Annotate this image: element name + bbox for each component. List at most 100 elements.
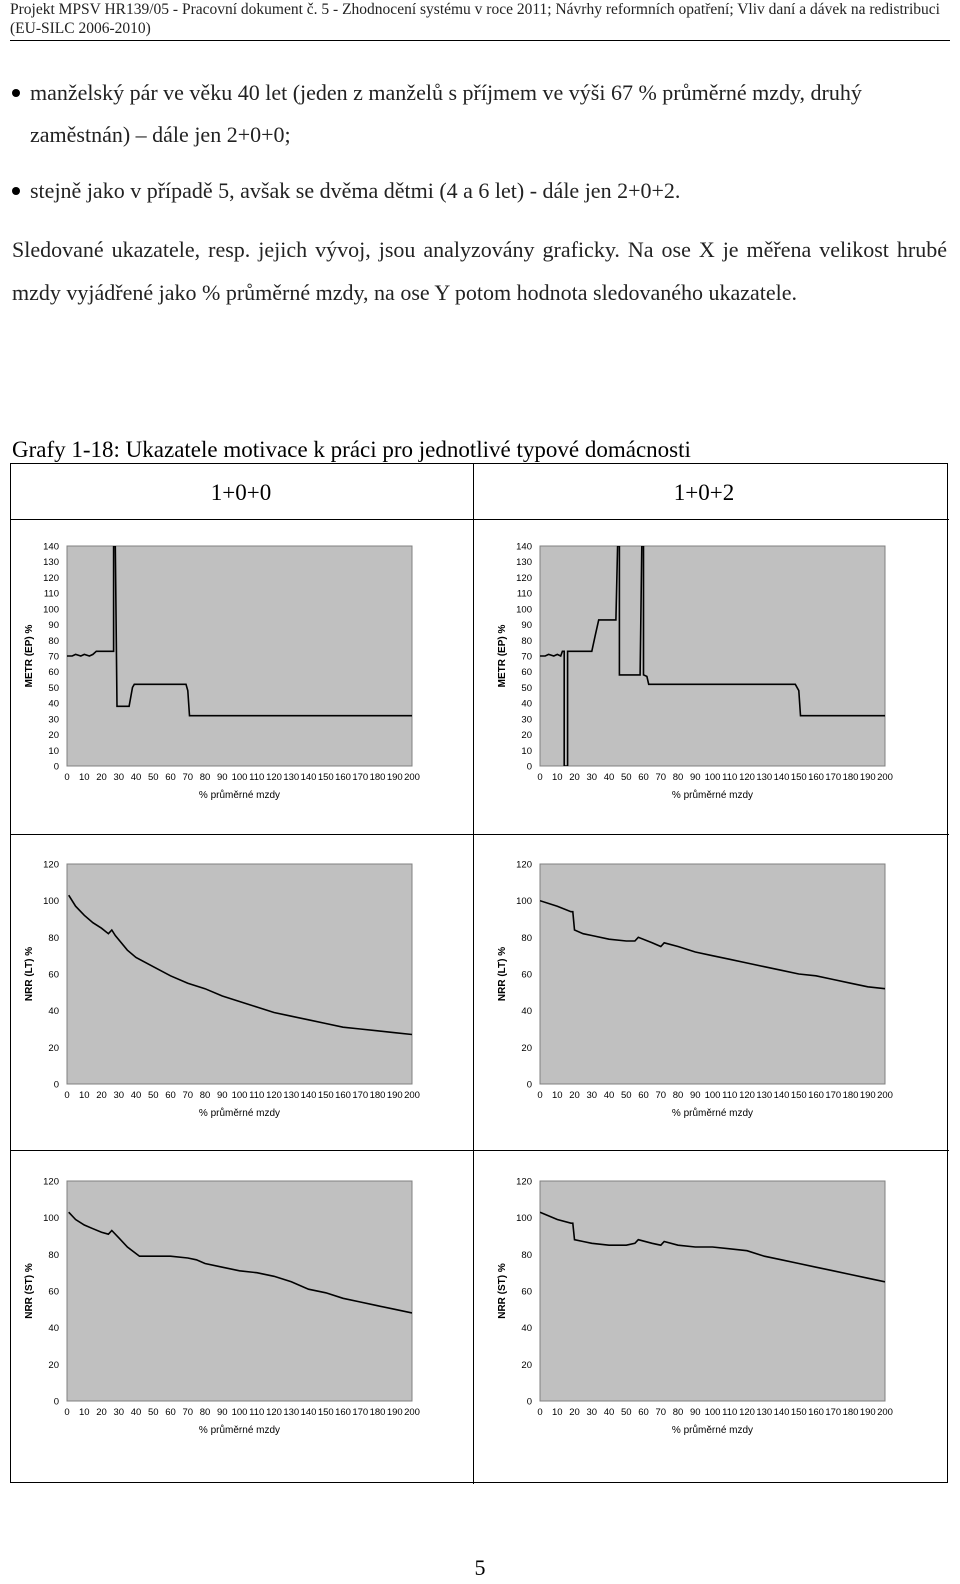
x-tick-label: 40 [131, 1090, 142, 1101]
y-axis-label: NRR (ST) % [24, 1263, 35, 1319]
series-line [540, 546, 885, 766]
x-tick-label: 160 [335, 1090, 351, 1101]
x-tick-label: 0 [64, 1090, 69, 1101]
y-tick-label: 100 [43, 896, 59, 907]
x-tick-label: 100 [705, 772, 721, 783]
x-tick-label: 100 [232, 1090, 248, 1101]
x-tick-label: 200 [404, 1407, 420, 1418]
y-tick-label: 60 [48, 1287, 59, 1298]
x-tick-label: 190 [860, 1407, 876, 1418]
x-tick-label: 150 [791, 1090, 807, 1101]
x-tick-label: 20 [569, 772, 580, 783]
x-tick-label: 70 [182, 772, 193, 783]
x-tick-label: 110 [722, 772, 737, 783]
x-tick-label: 90 [217, 772, 228, 783]
y-tick-label: 100 [516, 604, 532, 615]
x-tick-label: 40 [604, 1407, 615, 1418]
x-tick-label: 20 [96, 1090, 107, 1101]
x-tick-label: 90 [217, 1407, 228, 1418]
y-tick-label: 60 [48, 970, 59, 981]
x-tick-label: 180 [370, 1090, 386, 1101]
figure-title: Grafy 1-18: Ukazatele motivace k práci p… [12, 437, 691, 462]
x-tick-label: 10 [79, 1407, 90, 1418]
x-tick-label: 0 [537, 1407, 542, 1418]
x-tick-label: 60 [165, 1407, 176, 1418]
y-tick-label: 10 [521, 746, 532, 757]
x-tick-label: 180 [370, 772, 386, 783]
x-tick-label: 0 [64, 1407, 69, 1418]
y-tick-label: 60 [521, 667, 532, 678]
x-tick-label: 80 [673, 1090, 684, 1101]
x-tick-label: 100 [705, 1090, 721, 1101]
x-tick-label: 170 [825, 772, 841, 783]
grid-divider [473, 464, 474, 1484]
y-tick-label: 110 [517, 589, 532, 600]
y-tick-label: 120 [516, 1177, 532, 1188]
x-tick-label: 70 [182, 1090, 193, 1101]
chart-metr-1-0-2: 0 10 20 30 40 50 60 70 80 90 100 110 120 130 140 0 10 20 3… [485, 530, 935, 817]
y-tick-label: 40 [48, 699, 59, 710]
x-tick-label: 70 [655, 1407, 666, 1418]
x-axis-label: % průměrné mzdy [672, 1107, 753, 1119]
chart-nrr-st-1-0-2: 0 20 40 60 80 100 120 0 10 20 30 40 50 60 70 80 90 100 110… [485, 1165, 935, 1452]
y-axis-label: METR (EP) % [24, 625, 35, 688]
x-tick-label: 0 [537, 1090, 542, 1101]
series-line [540, 899, 885, 990]
y-tick-label: 20 [48, 1360, 59, 1371]
y-axis-label: NRR (LT) % [24, 947, 35, 1001]
y-tick-label: 80 [521, 1250, 532, 1261]
x-tick-label: 40 [604, 1090, 615, 1101]
x-tick-label: 40 [131, 1407, 142, 1418]
x-tick-label: 160 [808, 772, 824, 783]
column-heading: 1+0+2 [673, 480, 735, 505]
x-tick-label: 110 [249, 772, 264, 783]
bullet-text: stejně jako v případě 5, avšak se dvěma … [30, 178, 681, 203]
x-tick-label: 50 [621, 1090, 632, 1101]
y-tick-label: 120 [43, 573, 59, 584]
x-tick-label: 20 [96, 1407, 107, 1418]
x-tick-label: 80 [673, 1407, 684, 1418]
y-tick-label: 80 [48, 1250, 59, 1261]
x-tick-label: 120 [266, 1407, 282, 1418]
x-tick-label: 130 [283, 772, 299, 783]
y-tick-label: 100 [516, 1213, 532, 1224]
x-tick-label: 60 [638, 772, 649, 783]
y-tick-label: 20 [48, 730, 59, 741]
x-tick-label: 110 [249, 1090, 264, 1101]
y-tick-label: 10 [48, 746, 59, 757]
x-tick-label: 30 [113, 1407, 124, 1418]
x-tick-label: 10 [552, 772, 563, 783]
y-tick-label: 0 [527, 1397, 532, 1408]
plot-area [66, 1180, 413, 1402]
x-tick-label: 120 [739, 1407, 755, 1418]
y-tick-label: 0 [527, 762, 532, 773]
x-tick-label: 160 [335, 772, 351, 783]
x-tick-label: 200 [404, 1090, 420, 1101]
x-tick-label: 130 [756, 772, 772, 783]
y-tick-label: 40 [48, 1006, 59, 1017]
x-tick-label: 140 [301, 1407, 317, 1418]
y-tick-label: 30 [521, 714, 532, 725]
y-tick-label: 80 [48, 933, 59, 944]
x-tick-label: 150 [318, 1407, 334, 1418]
grid-divider [11, 1150, 949, 1151]
x-tick-label: 100 [232, 1407, 248, 1418]
y-tick-label: 50 [48, 683, 59, 694]
y-tick-label: 30 [48, 714, 59, 725]
x-tick-label: 50 [148, 1090, 159, 1101]
y-tick-label: 20 [521, 730, 532, 741]
x-tick-label: 50 [621, 772, 632, 783]
x-tick-label: 200 [404, 772, 420, 783]
x-tick-label: 190 [860, 1090, 876, 1101]
x-tick-label: 180 [843, 1407, 859, 1418]
y-axis-label: NRR (ST) % [497, 1263, 508, 1319]
x-tick-label: 90 [690, 772, 701, 783]
y-tick-label: 20 [521, 1360, 532, 1371]
x-tick-label: 70 [655, 1090, 666, 1101]
y-tick-label: 20 [521, 1043, 532, 1054]
y-tick-label: 70 [521, 652, 532, 663]
x-tick-label: 50 [148, 772, 159, 783]
x-tick-label: 30 [113, 772, 124, 783]
x-tick-label: 20 [569, 1407, 580, 1418]
x-tick-label: 180 [843, 772, 859, 783]
